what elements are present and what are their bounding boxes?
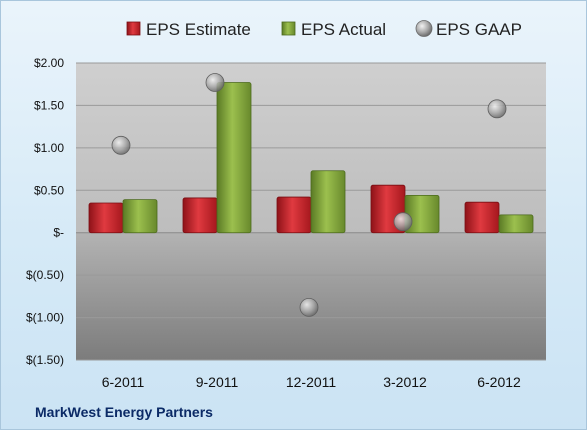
y-tick-label: $0.50: [34, 183, 64, 197]
y-tick-label: $1.50: [34, 98, 64, 112]
eps-estimate-bar: [88, 202, 124, 234]
y-axis-labels: $2.00 $1.50 $1.00 $0.50 $- $(0.50) $(1.00) $(1.…: [26, 56, 64, 367]
legend: EPS Estimate EPS Actual EPS GAAP: [126, 20, 522, 39]
x-category-label: 6-2011: [102, 374, 145, 390]
y-tick-label: $1.00: [34, 141, 64, 155]
eps-actual-legend-swatch: [281, 21, 296, 36]
eps-gaap-point: [111, 135, 131, 155]
eps-gaap-point: [205, 73, 225, 92]
company-name: MarkWest Energy Partners: [35, 404, 213, 420]
eps-gaap-legend-swatch: [415, 20, 433, 37]
x-category-label: 3-2012: [383, 374, 427, 390]
x-category-label: 9-2011: [196, 374, 239, 390]
y-tick-label: $2.00: [34, 56, 64, 70]
legend-label: EPS Estimate: [146, 20, 251, 39]
eps-actual-bar: [216, 82, 252, 234]
eps-estimate-legend-swatch: [126, 21, 141, 36]
eps-gaap-point: [299, 297, 319, 317]
x-category-label: 12-2011: [286, 374, 337, 390]
y-tick-label: $-: [53, 226, 64, 240]
bars: [88, 82, 534, 234]
legend-label: EPS Actual: [301, 20, 386, 39]
y-tick-label: $(1.00): [26, 311, 64, 325]
y-tick-label: $(0.50): [26, 268, 64, 282]
y-tick-label: $(1.50): [26, 353, 64, 367]
eps-estimate-bar: [464, 201, 500, 234]
eps-actual-bar: [310, 170, 346, 234]
legend-label: EPS GAAP: [436, 20, 522, 39]
plot-area-negative: [76, 232, 546, 360]
eps-gaap-point: [393, 212, 413, 232]
x-category-label: 6-2012: [477, 374, 521, 390]
x-axis-labels: 6-2011 9-2011 12-2011 3-2012 6-2012: [102, 374, 521, 390]
eps-actual-bar: [122, 199, 158, 234]
gaap-points: [111, 73, 507, 317]
eps-estimate-bar: [276, 196, 312, 234]
eps-estimate-bar: [182, 197, 218, 234]
eps-actual-bar: [498, 214, 534, 234]
eps-gaap-point: [487, 99, 507, 119]
